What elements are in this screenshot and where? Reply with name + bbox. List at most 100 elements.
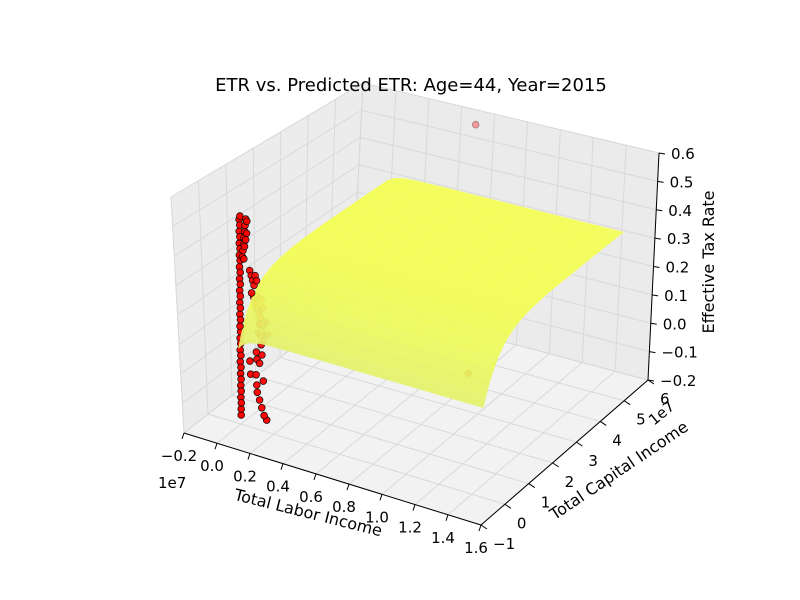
z-tick-label: 0.2	[666, 259, 690, 277]
grid-line-z-back	[362, 82, 660, 154]
x-tick-label: −0.2	[161, 447, 197, 465]
z-tick-mark	[656, 209, 663, 212]
z-tick-mark	[654, 237, 661, 240]
data-point	[236, 280, 245, 289]
x-tick-label: 0.6	[299, 488, 323, 506]
z-tick-label: 0.0	[663, 315, 687, 333]
x-tick-mark	[214, 443, 218, 450]
data-point	[237, 399, 246, 407]
x-tick-label: 0.0	[200, 457, 224, 475]
y-tick-label: 5	[636, 411, 646, 429]
grid-line-y-floor	[279, 357, 577, 443]
data-point	[242, 229, 251, 238]
x-offset-text: 1e7	[158, 474, 186, 492]
x-tick-mark	[313, 473, 317, 481]
grid-line-y-floor	[207, 413, 506, 505]
y-tick-mark	[552, 462, 559, 468]
y-tick-label: 6	[660, 390, 670, 408]
x-tick-label: 1.0	[365, 508, 389, 526]
grid-line-z-back	[361, 109, 658, 182]
z-tick-label: 0.5	[670, 173, 694, 191]
data-point	[252, 276, 261, 285]
y-tick-mark	[504, 503, 512, 509]
chart-title: ETR vs. Predicted ETR: Age=44, Year=2015	[215, 75, 607, 96]
x-tick-mark	[181, 432, 185, 440]
data-point	[237, 375, 245, 384]
z-tick-mark	[647, 379, 655, 382]
grid-line-x-floor	[447, 370, 616, 516]
y-tick-label: −1	[493, 535, 515, 553]
surface-facet	[455, 395, 485, 408]
data-point	[253, 388, 262, 397]
y-tick-label: 4	[612, 431, 622, 449]
x-tick-label: 1.2	[398, 519, 422, 537]
z-tick-mark	[658, 152, 666, 155]
y-tick-mark	[480, 524, 488, 530]
x-tick-mark	[412, 504, 416, 511]
x-tick-label: 0.8	[332, 498, 356, 516]
x-tick-mark	[346, 483, 350, 491]
data-point	[236, 292, 245, 300]
z-axis-label: Effective Tax Rate	[699, 190, 718, 333]
data-point	[237, 387, 246, 395]
y-axis-line	[480, 379, 649, 526]
z-tick-mark	[657, 180, 664, 183]
x-tick-mark	[247, 453, 251, 460]
z-tick-label: −0.1	[661, 344, 697, 362]
x-axis-line	[183, 432, 482, 526]
data-point	[241, 236, 250, 244]
grid-line-y-floor	[231, 394, 529, 485]
z-tick-label: 0.4	[668, 202, 692, 220]
data-point	[236, 268, 245, 277]
data-point	[247, 289, 256, 297]
grid-line-z-left	[172, 109, 362, 227]
data-point	[236, 212, 244, 220]
data-point	[236, 304, 245, 312]
z-tick-label: 0.3	[667, 230, 691, 248]
x-tick-mark	[478, 524, 482, 532]
z-tick-mark	[650, 322, 657, 325]
grid-line-z-left	[170, 82, 364, 198]
grid-line-x-floor	[381, 353, 550, 495]
data-point	[252, 348, 261, 356]
y-tick-label: 1	[541, 494, 551, 512]
surface-facet	[248, 338, 261, 344]
z-tick-label: 0.1	[664, 287, 688, 305]
data-point	[236, 322, 244, 331]
data-point	[252, 370, 260, 379]
grid-line-z-left	[175, 164, 360, 286]
y-tick-label: 2	[565, 473, 575, 491]
z-tick-mark	[652, 294, 659, 297]
y-tick-mark	[528, 483, 535, 488]
data-point	[237, 351, 245, 360]
y-tick-label: 0	[517, 514, 527, 532]
data-point	[255, 396, 264, 404]
tick-labels: −0.20.00.20.40.60.81.01.21.41.6 −10123456…	[161, 145, 698, 557]
grid-line-y-floor	[255, 375, 553, 464]
y-tick-mark	[623, 400, 631, 406]
scatter-front-layer	[235, 212, 261, 331]
x-tick-label: 1.6	[464, 539, 488, 557]
data-point	[259, 377, 268, 385]
grid-line-z-left	[173, 137, 361, 257]
data-point	[471, 120, 480, 129]
y-tick-mark	[600, 421, 607, 426]
x-tick-label: 0.4	[266, 478, 290, 496]
grid-line-z-left	[177, 191, 358, 316]
predicted-etr-surface	[238, 177, 624, 408]
y-tick-mark	[576, 441, 583, 447]
data-point	[236, 315, 245, 324]
data-point	[246, 357, 254, 365]
data-point	[240, 242, 249, 251]
grid-line-z-back	[358, 164, 655, 239]
z-tick-label: 0.6	[671, 145, 695, 163]
data-point	[243, 217, 251, 226]
grid-line-x-floor	[414, 362, 583, 505]
x-tick-mark	[379, 494, 383, 501]
data-point	[260, 411, 268, 420]
z-tick-mark	[653, 266, 660, 268]
x-tick-mark	[445, 514, 449, 521]
data-point	[252, 381, 261, 389]
z-tick-label: −0.2	[660, 372, 696, 390]
